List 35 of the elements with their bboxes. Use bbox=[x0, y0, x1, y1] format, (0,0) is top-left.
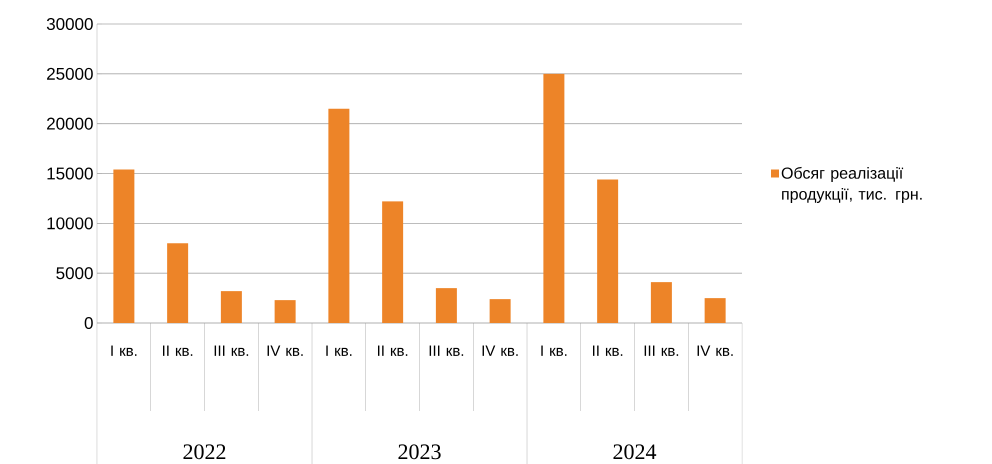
y-tick-label: 0 bbox=[84, 316, 93, 329]
x-tick-label: III кв. bbox=[644, 345, 678, 356]
x-tick-label: II кв. bbox=[378, 345, 408, 356]
bar bbox=[328, 108, 350, 323]
x-tick-label: II кв. bbox=[592, 345, 622, 356]
x-tick-label: IV кв. bbox=[698, 345, 733, 356]
bar bbox=[436, 288, 457, 323]
bar bbox=[490, 298, 511, 323]
x-tick-label: II кв. bbox=[162, 345, 192, 356]
x-tick-label: III кв. bbox=[214, 345, 248, 356]
x-tick-label: I кв. bbox=[111, 345, 136, 356]
x-tick-label: IV кв. bbox=[268, 345, 303, 356]
bar bbox=[113, 169, 134, 323]
text: 2022 bbox=[183, 444, 226, 460]
y-tick-label: 20000 bbox=[47, 118, 93, 130]
bar bbox=[274, 300, 296, 323]
legend-label: Обсяг реалізації продукції, тис. грн. bbox=[782, 166, 922, 203]
bar bbox=[597, 179, 618, 323]
bar bbox=[543, 74, 564, 323]
y-tick-label: 25000 bbox=[47, 68, 93, 80]
bar bbox=[382, 201, 404, 323]
y-tick-label: 10000 bbox=[48, 217, 93, 230]
y-tick-label: 5000 bbox=[56, 267, 93, 280]
x-tick-label: I кв. bbox=[326, 345, 352, 356]
bar bbox=[167, 243, 188, 323]
x-tick-label: III кв. bbox=[430, 345, 464, 356]
x-tick-label: I кв. bbox=[541, 345, 566, 356]
x-tick-label: IV кв. bbox=[482, 345, 518, 356]
y-tick-label: 15000 bbox=[48, 167, 93, 180]
text: 2024 bbox=[613, 444, 656, 460]
bar bbox=[650, 282, 672, 323]
bar bbox=[220, 291, 242, 323]
bar bbox=[704, 298, 726, 323]
y-tick-label: 30000 bbox=[46, 18, 93, 30]
text: 2023 bbox=[398, 444, 441, 460]
